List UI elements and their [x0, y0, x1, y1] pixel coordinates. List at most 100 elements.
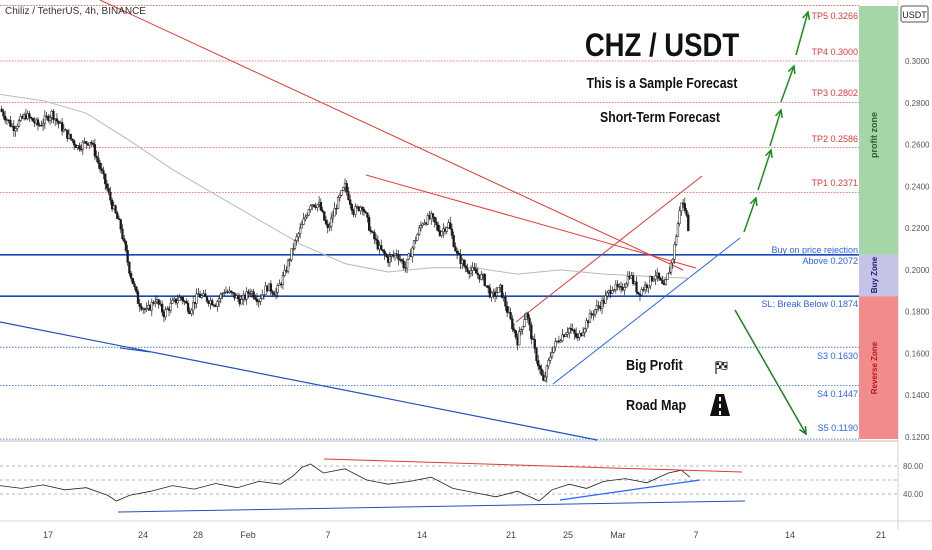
time-axis[interactable]: 17 24 28 Feb 7 14 21 25 Mar 7 14 21 — [43, 530, 886, 540]
candle-body — [568, 328, 571, 333]
candle-body — [116, 212, 119, 219]
candle-body — [340, 190, 343, 196]
candle-body — [281, 275, 285, 285]
candle-body — [69, 133, 72, 140]
candle-body — [205, 296, 209, 302]
symbol-info[interactable]: Chiliz / TetherUS, 4h, BINANCE — [5, 6, 146, 17]
candle-body — [569, 328, 573, 330]
time-tick-label: 24 — [138, 530, 148, 540]
candle-body — [48, 117, 52, 121]
buy-note-label: Buy on price rejection — [771, 245, 858, 255]
candle-body — [354, 206, 357, 215]
trendlines[interactable] — [0, 0, 741, 441]
candle-body — [385, 254, 388, 258]
candle-body — [73, 140, 76, 146]
candle-body — [255, 298, 259, 302]
candle-body — [117, 218, 121, 220]
candle-body — [640, 289, 643, 296]
candle-body — [497, 287, 500, 293]
candle-body — [43, 115, 47, 124]
zone-blocks — [859, 6, 898, 439]
big-profit-label: Big Profit — [626, 356, 683, 373]
candle-body — [650, 276, 654, 282]
candle-body — [336, 197, 340, 209]
candle-body — [397, 254, 400, 260]
candle-body — [405, 258, 409, 269]
arrow-to-tp3-head — [775, 108, 783, 119]
candle-body — [154, 301, 157, 304]
candle-body — [678, 210, 681, 224]
candle-body — [661, 279, 664, 284]
candle-body — [666, 273, 669, 280]
arrow-to-tp4 — [780, 65, 795, 103]
candle-body — [518, 331, 521, 346]
candle-body — [304, 216, 307, 220]
candle-body — [533, 339, 536, 349]
candle-body — [79, 148, 83, 151]
candle-body — [550, 352, 554, 358]
candle-body — [537, 360, 540, 367]
candle-body — [293, 240, 297, 249]
level-labels: TP5 0.3266 TP4 0.3000 TP3 0.2802 TP2 0.2… — [761, 11, 858, 433]
candlesticks[interactable] — [0, 105, 690, 383]
price-tick-label: 0.1400 — [905, 391, 930, 400]
candle-body — [98, 163, 102, 169]
candle-body — [635, 281, 638, 293]
candle-body — [535, 348, 538, 361]
candle-body — [566, 332, 569, 335]
arrow-reverse — [734, 309, 807, 435]
candle-body — [2, 111, 5, 117]
overlay-line2: Short-Term Forecast — [600, 109, 720, 125]
candle-body — [185, 301, 188, 304]
candle-body — [150, 302, 153, 311]
candle-body — [240, 299, 243, 305]
candle-body — [437, 224, 440, 231]
candle-body — [612, 289, 616, 291]
candle-body — [649, 276, 652, 287]
tp2-label: TP2 0.2586 — [811, 134, 858, 144]
time-tick-label: 14 — [417, 530, 427, 540]
candle-body — [114, 205, 117, 214]
price-axis[interactable]: 0.3000 0.2800 0.2600 0.2400 0.2200 0.2000 0.18… — [905, 57, 930, 442]
candle-body — [138, 303, 141, 307]
road-map-label: Road Map — [626, 396, 686, 413]
candle-body — [100, 168, 103, 171]
candle-body — [257, 300, 260, 303]
candle-body — [0, 108, 3, 112]
candle-body — [514, 330, 517, 338]
time-tick-label: 28 — [193, 530, 203, 540]
candle-body — [164, 309, 167, 318]
candle-body — [473, 267, 476, 270]
candle-body — [107, 188, 110, 193]
candle-body — [490, 292, 493, 298]
currency-badge-box[interactable] — [900, 5, 929, 23]
rsi-pane[interactable]: 80.00 40.00 — [0, 458, 924, 513]
candle-body — [52, 110, 55, 121]
reverse-zone — [859, 296, 898, 439]
time-tick-label: 7 — [693, 530, 698, 540]
candle-body — [625, 283, 628, 288]
candle-body — [376, 239, 379, 250]
candle-body — [593, 309, 597, 315]
candle-body — [457, 253, 461, 255]
candle-body — [402, 260, 405, 268]
candle-body — [426, 215, 429, 225]
candle-body — [326, 223, 329, 229]
candle-body — [668, 271, 671, 275]
time-tick-label: 17 — [43, 530, 53, 540]
candle-body — [654, 275, 657, 280]
red-rising-channel — [515, 175, 703, 323]
candle-body — [321, 209, 324, 212]
candle-body — [366, 212, 369, 218]
candle-body — [230, 290, 233, 293]
currency-badge[interactable]: USDT — [902, 10, 927, 20]
arrow-to-tp4-head — [787, 64, 796, 75]
candle-body — [440, 231, 443, 236]
s4-label: S4 0.1447 — [817, 389, 858, 399]
candle-body — [549, 356, 552, 361]
candle-body — [121, 228, 124, 239]
candle-body — [431, 213, 435, 218]
candle-body — [364, 211, 367, 214]
